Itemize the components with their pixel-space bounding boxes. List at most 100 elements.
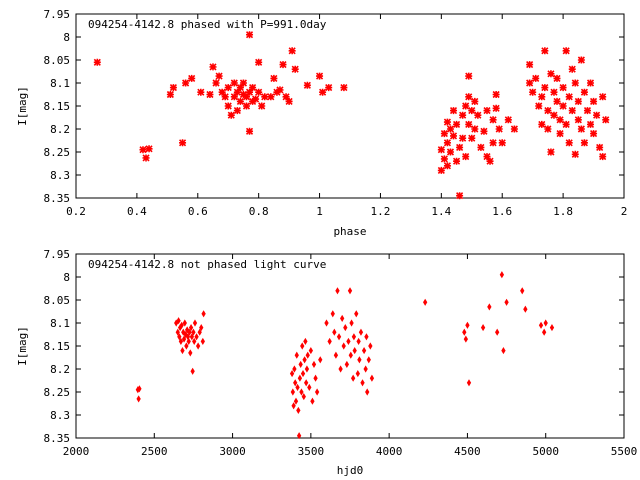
data-point xyxy=(468,134,476,142)
data-point xyxy=(477,143,485,151)
data-point xyxy=(285,97,293,105)
data-point xyxy=(423,298,428,306)
data-point xyxy=(282,93,290,101)
data-point xyxy=(242,93,251,101)
data-point xyxy=(440,155,448,163)
x-tick-label: 0.8 xyxy=(249,205,269,218)
data-point xyxy=(504,298,509,306)
data-point xyxy=(302,356,307,364)
data-point xyxy=(305,351,310,359)
data-point xyxy=(589,130,598,138)
data-point xyxy=(310,397,315,405)
data-point xyxy=(304,365,310,373)
data-point xyxy=(324,319,329,327)
data-point xyxy=(200,337,205,345)
chart-title: 094254-4142.8 not phased light curve xyxy=(88,258,326,271)
data-point xyxy=(270,74,278,82)
data-point xyxy=(459,134,467,142)
x-axis-label: phase xyxy=(333,225,366,238)
data-point xyxy=(197,328,202,336)
data-point xyxy=(486,157,494,165)
data-point xyxy=(341,342,346,350)
data-point xyxy=(480,324,486,332)
x-tick-label: 2500 xyxy=(141,445,168,458)
data-point xyxy=(565,93,573,101)
data-point xyxy=(559,84,567,92)
data-point xyxy=(437,166,445,174)
data-points xyxy=(93,31,610,200)
data-point xyxy=(602,116,610,124)
data-point xyxy=(336,333,342,341)
data-point xyxy=(559,102,567,110)
data-point xyxy=(194,333,199,341)
data-point xyxy=(288,47,296,55)
data-point xyxy=(452,157,461,165)
data-point xyxy=(465,93,473,101)
data-point xyxy=(499,271,505,279)
data-point xyxy=(501,347,506,355)
data-point xyxy=(510,125,518,133)
data-point xyxy=(178,139,187,147)
data-point xyxy=(443,162,451,170)
data-point xyxy=(139,146,147,154)
data-point xyxy=(236,84,244,92)
data-point xyxy=(233,88,241,96)
data-point xyxy=(245,31,254,39)
data-point xyxy=(544,107,552,115)
data-point xyxy=(593,111,601,119)
axis-ticks: 2000 2500 3000 3500 4000 4500 5000 5500 7.95 8 8.0… xyxy=(44,248,638,458)
data-point xyxy=(462,102,470,110)
data-point xyxy=(185,326,190,334)
data-point xyxy=(177,333,182,341)
data-point xyxy=(354,310,359,318)
data-point xyxy=(242,102,251,110)
data-point xyxy=(233,107,241,115)
data-point xyxy=(452,120,461,128)
data-point xyxy=(474,111,482,119)
data-point xyxy=(179,321,184,329)
data-point xyxy=(267,93,275,101)
x-tick-label: 1 xyxy=(316,205,323,218)
data-point xyxy=(197,88,205,96)
data-point xyxy=(298,360,303,368)
data-point xyxy=(443,118,451,126)
y-tick-label: 8.1 xyxy=(50,317,70,330)
y-tick-label: 8.15 xyxy=(44,100,71,113)
data-point xyxy=(181,335,187,343)
data-point xyxy=(577,56,585,64)
y-tick-label: 8.3 xyxy=(50,409,70,422)
data-point xyxy=(308,347,314,355)
x-tick-label: 1.6 xyxy=(492,205,512,218)
data-point xyxy=(245,88,254,96)
y-tick-label: 7.95 xyxy=(44,248,71,261)
data-point xyxy=(261,93,269,101)
data-point xyxy=(498,139,506,147)
data-point xyxy=(456,192,464,200)
data-point xyxy=(182,79,190,87)
data-point xyxy=(361,347,367,355)
data-point xyxy=(556,130,564,138)
data-point xyxy=(93,58,101,66)
data-point xyxy=(351,333,357,341)
data-point xyxy=(190,367,195,375)
data-point xyxy=(166,90,174,99)
data-point xyxy=(313,374,318,382)
data-point xyxy=(300,370,306,378)
x-tick-label: 0.4 xyxy=(127,205,147,218)
data-point xyxy=(459,111,467,119)
data-point xyxy=(468,107,476,115)
data-point xyxy=(364,333,369,341)
data-point xyxy=(212,79,220,87)
data-point xyxy=(532,74,540,82)
data-point xyxy=(462,153,470,161)
data-point xyxy=(462,328,467,336)
data-point xyxy=(296,406,301,414)
data-point xyxy=(314,388,320,396)
x-tick-label: 5000 xyxy=(532,445,559,458)
data-point xyxy=(327,337,332,345)
data-point xyxy=(586,79,595,87)
data-point xyxy=(446,148,455,156)
data-point xyxy=(492,104,500,112)
data-point xyxy=(224,102,232,110)
